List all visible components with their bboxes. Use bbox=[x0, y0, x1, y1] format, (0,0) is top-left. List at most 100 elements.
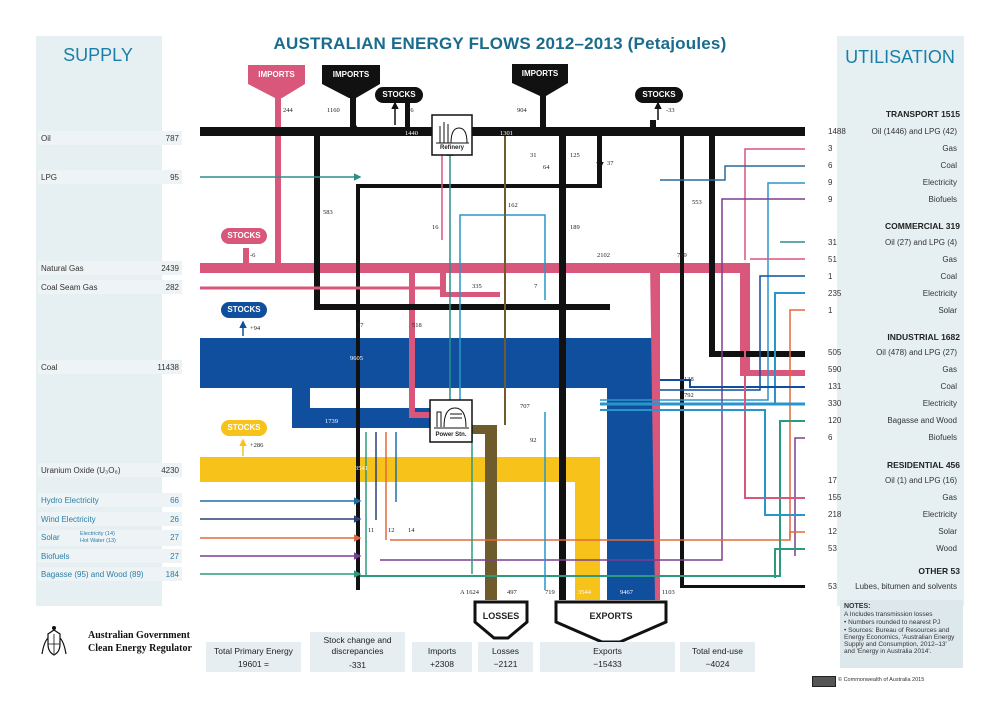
supply-row-lpg: LPG 95 bbox=[38, 170, 182, 184]
util-row: 218 Electricity bbox=[828, 510, 957, 519]
refinery-label: Refinery bbox=[439, 145, 464, 151]
solar-sub-hotwater: Hot Water (13) bbox=[80, 538, 116, 544]
flow-label: 1160 bbox=[327, 107, 340, 114]
flow-label: 707 bbox=[520, 403, 530, 410]
flow-label: 64 bbox=[543, 164, 550, 171]
exports-label: EXPORTS bbox=[589, 611, 633, 621]
flow-label: 125 bbox=[570, 152, 580, 159]
flow-label: 583 bbox=[323, 209, 333, 216]
flow-label: 497 bbox=[507, 589, 517, 596]
util-row: 505 Oil (478) and LPG (27) bbox=[828, 348, 957, 357]
supply-row-bagasse: Bagasse (95) and Wood (89) 184 bbox=[38, 567, 182, 581]
util-row: 17 Oil (1) and LPG (16) bbox=[828, 476, 957, 485]
supply-row-biofuels: Biofuels 27 bbox=[38, 549, 182, 563]
note-c: • Sources: Bureau of Resources and Energ… bbox=[844, 627, 955, 655]
summary-stock-change: Stock change and discrepancies -331 bbox=[310, 632, 405, 672]
flow-label: 9467 bbox=[620, 589, 633, 596]
summary-exports: Exports −15433 bbox=[540, 642, 675, 672]
coal-to-power bbox=[292, 386, 430, 428]
util-row: 12 Solar bbox=[828, 527, 957, 536]
flow-label: 31 bbox=[530, 152, 537, 159]
flow-label: 1739 bbox=[325, 418, 338, 425]
util-row: 53 Lubes, bitumen and solvents bbox=[828, 582, 957, 591]
refinery-icon bbox=[436, 122, 469, 144]
util-row: 53 Wood bbox=[828, 544, 957, 553]
notes-box: NOTES: A Includes transmission losses • … bbox=[840, 600, 963, 668]
summary-total-primary: Total Primary Energy 19601 = bbox=[206, 642, 301, 672]
supply-row-coal: Coal 11438 bbox=[38, 360, 182, 374]
summary-imports: Imports +2308 bbox=[412, 642, 472, 672]
flow-label: 14 bbox=[408, 527, 415, 534]
supply-row-coal-seam-gas: Coal Seam Gas 282 bbox=[38, 280, 182, 294]
supply-row-oil: Oil 787 bbox=[38, 131, 182, 145]
flow-label: A 1624 bbox=[460, 589, 479, 596]
util-row: 51 Gas bbox=[828, 255, 957, 264]
util-row: 3 Gas bbox=[828, 144, 957, 153]
flow-label: -76 bbox=[405, 107, 414, 114]
power-station-box bbox=[429, 399, 473, 443]
power-station-label: Power Stn. bbox=[435, 432, 467, 438]
section-commercial: COMMERCIAL 319 bbox=[885, 221, 960, 231]
section-industrial: INDUSTRIAL 1682 bbox=[887, 332, 960, 342]
flow-label: 792 bbox=[684, 392, 694, 399]
flow-label: 37 bbox=[357, 322, 364, 329]
util-row: 6 Coal bbox=[828, 161, 957, 170]
gas-flow bbox=[200, 263, 750, 273]
stocks-right-node: STOCKS bbox=[635, 87, 683, 103]
losses-shape bbox=[473, 600, 529, 640]
util-row: 131 Coal bbox=[828, 382, 957, 391]
flow-label: 518 bbox=[412, 322, 422, 329]
flow-label: 904 bbox=[517, 107, 527, 114]
flow-label: 1440 bbox=[405, 130, 418, 137]
imports-right-label: IMPORTS bbox=[521, 69, 559, 78]
util-row: 120 Bagasse and Wood bbox=[828, 416, 957, 425]
stocks-uranium-node: STOCKS bbox=[221, 420, 267, 436]
util-row: 590 Gas bbox=[828, 365, 957, 374]
util-row: 1 Solar bbox=[828, 306, 957, 315]
stocks-oil-node: STOCKS bbox=[375, 87, 423, 103]
flow-label: 244 bbox=[283, 107, 293, 114]
copyright: © Commonwealth of Australia 2015 bbox=[838, 677, 925, 683]
gov-line1: Australian Government bbox=[88, 630, 190, 641]
flow-label: 3541 bbox=[355, 465, 368, 472]
imports-right-shape bbox=[512, 64, 568, 96]
flow-label: 1301 bbox=[500, 130, 513, 137]
flow-label: 719 bbox=[545, 589, 555, 596]
supply-row-solar: Solar Electricity (14) Hot Water (13) 27 bbox=[38, 530, 182, 546]
summary-end-use: Total end-use −4024 bbox=[680, 642, 755, 672]
note-a: A Includes transmission losses bbox=[844, 611, 933, 618]
util-row: 1488 Oil (1446) and LPG (42) bbox=[828, 127, 957, 136]
uranium-flow bbox=[200, 457, 600, 600]
flow-label: 11 bbox=[368, 527, 375, 534]
power-station-icon bbox=[434, 407, 469, 429]
summary-losses: Losses −2121 bbox=[478, 642, 533, 672]
notes-heading: NOTES: bbox=[844, 603, 871, 610]
stocks-gas-node: STOCKS bbox=[221, 228, 267, 244]
page-title: AUSTRALIAN ENERGY FLOWS 2012–2013 (Petaj… bbox=[273, 34, 727, 53]
flow-label: 553 bbox=[692, 199, 702, 206]
util-row: 1 Coal bbox=[828, 272, 957, 281]
imports-gas-label: IMPORTS bbox=[258, 70, 295, 79]
government-logo: Australian Government Clean Energy Regul… bbox=[36, 622, 196, 662]
section-residential: RESIDENTIAL 456 bbox=[886, 460, 960, 470]
stocks-coal-node: STOCKS bbox=[221, 302, 267, 318]
coat-of-arms-icon bbox=[41, 626, 67, 656]
flow-label: 3544 bbox=[578, 589, 591, 596]
util-row: 6 Biofuels bbox=[828, 433, 957, 442]
cc-badge bbox=[812, 676, 836, 687]
losses-label: LOSSES bbox=[482, 611, 520, 621]
flow-label: 7 bbox=[534, 283, 538, 290]
utilisation-heading: UTILISATION bbox=[845, 47, 955, 67]
supply-heading: SUPPLY bbox=[63, 45, 133, 65]
flow-label: +286 bbox=[250, 442, 264, 449]
section-transport: TRANSPORT 1515 bbox=[885, 109, 960, 119]
util-row: 31 Oil (27) and LPG (4) bbox=[828, 238, 957, 247]
flow-label: 92 bbox=[530, 437, 537, 444]
losses-flow bbox=[470, 425, 497, 600]
util-row: 235 Electricity bbox=[828, 289, 957, 298]
solar-sub-electricity: Electricity (14) bbox=[80, 531, 115, 537]
flow-label: 138 bbox=[684, 376, 694, 383]
flow-label: 1103 bbox=[662, 589, 675, 596]
flow-label: 162 bbox=[508, 202, 518, 209]
